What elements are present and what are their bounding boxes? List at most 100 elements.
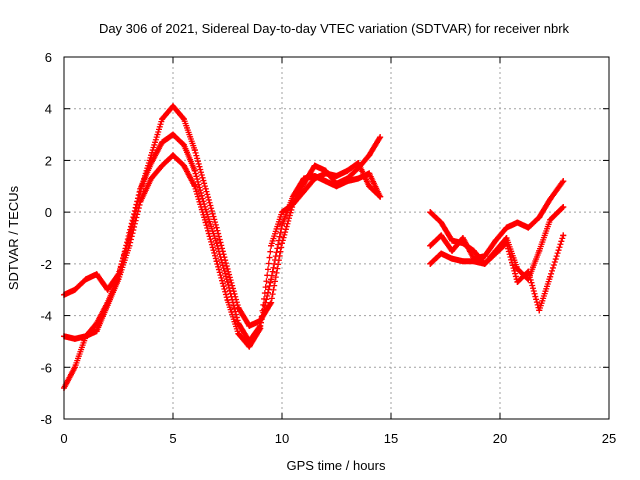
y-tick-label: 6: [45, 50, 52, 65]
data-point: [525, 224, 532, 231]
y-tick-label: -8: [40, 412, 52, 427]
data-point: [322, 178, 329, 185]
data-point: [235, 330, 242, 337]
data-point: [536, 214, 543, 221]
data-point: [300, 188, 307, 195]
data-point: [536, 307, 543, 314]
data-point: [514, 219, 521, 226]
data-point: [224, 297, 231, 304]
data-point: [333, 183, 340, 190]
y-tick-labels: -8 -6 -4 -2 0 2 4 6: [40, 50, 52, 427]
data-point: [235, 320, 242, 327]
data-point: [159, 139, 166, 146]
data-point: [560, 178, 567, 185]
data-point: [322, 170, 329, 177]
data-point: [449, 255, 456, 262]
data-point: [71, 286, 78, 293]
data-point: [213, 224, 220, 231]
x-tick-label: 0: [60, 431, 67, 446]
data-point: [470, 258, 477, 265]
data-point: [481, 260, 488, 267]
data-point: [514, 266, 521, 273]
data-point: [159, 116, 166, 123]
data-point: [268, 299, 275, 306]
data-point: [191, 167, 198, 174]
data-point: [170, 103, 176, 110]
data-point: [377, 134, 384, 141]
y-tick-label: -4: [40, 309, 52, 324]
data-point: [560, 232, 567, 239]
x-tick-label: 20: [493, 431, 507, 446]
data-point: [224, 266, 231, 273]
data-point: [159, 162, 166, 169]
data-point: [289, 201, 296, 208]
x-tick-label: 5: [169, 431, 176, 446]
data-point: [279, 240, 285, 247]
data-point: [311, 175, 318, 182]
data-point: [366, 152, 373, 159]
data-point: [115, 276, 122, 283]
data-point: [104, 302, 111, 309]
data-point: [93, 271, 100, 278]
data-point: [279, 209, 285, 216]
data-point: [355, 175, 362, 182]
x-tick-label: 15: [384, 431, 398, 446]
data-point: [257, 325, 264, 332]
data-point: [470, 247, 477, 254]
data-point: [202, 219, 209, 226]
data-point: [427, 242, 434, 249]
data-point: [300, 175, 307, 182]
data-point: [268, 242, 275, 249]
data-point: [82, 333, 89, 340]
data-point: [503, 235, 510, 241]
data-point: [191, 147, 198, 154]
data-point: [492, 237, 499, 244]
data-point: [126, 242, 133, 249]
series-track-f: [427, 209, 567, 314]
data-point: [344, 178, 351, 185]
data-point: [547, 273, 554, 280]
data-point: [481, 253, 488, 260]
x-tick-label: 10: [275, 431, 289, 446]
y-tick-label: 2: [45, 153, 52, 168]
y-tick-label: -6: [40, 360, 52, 375]
data-point: [427, 260, 434, 267]
data-point: [279, 222, 285, 229]
chart-title: Day 306 of 2021, Sidereal Day-to-day VTE…: [99, 21, 570, 36]
data-point: [191, 183, 198, 190]
data-point: [137, 185, 144, 192]
data-point: [503, 240, 510, 247]
data-point: [560, 203, 567, 210]
data-point: [449, 237, 456, 244]
data-point: [180, 116, 187, 123]
data-point: [289, 193, 296, 200]
data-point: [344, 167, 351, 174]
data-point: [547, 196, 554, 203]
data-point: [438, 219, 445, 226]
data-point: [224, 278, 231, 285]
data-point: [104, 286, 111, 293]
data-point: [449, 247, 456, 254]
data-point: [525, 268, 532, 275]
data-point: [180, 141, 187, 148]
data-point: [71, 335, 78, 342]
data-point: [213, 258, 220, 265]
data-point: [71, 364, 78, 371]
data-point: [459, 240, 466, 247]
data-point: [438, 250, 445, 257]
data-point: [333, 172, 340, 179]
y-axis-label: SDTVAR / TECUs: [6, 185, 21, 290]
data-point: [202, 185, 209, 192]
y-tick-label: 4: [45, 102, 52, 117]
data-point: [170, 152, 176, 159]
data-point: [311, 162, 318, 169]
data-point: [547, 216, 554, 223]
data-point: [148, 175, 155, 182]
data-point: [246, 343, 253, 350]
data-point: [377, 193, 384, 200]
data-point: [268, 276, 275, 283]
data-point: [148, 160, 155, 167]
data-point: [235, 304, 242, 311]
